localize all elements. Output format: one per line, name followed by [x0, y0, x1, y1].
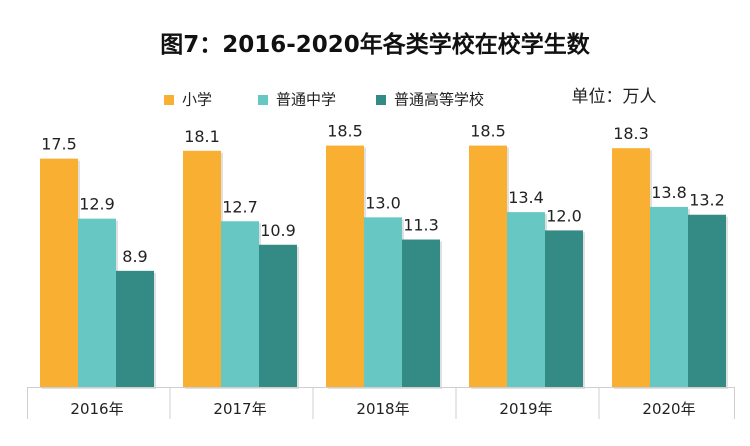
legend-label: 普通高等学校: [394, 91, 484, 109]
value-label: 18.1: [184, 127, 220, 146]
legend-label: 普通中学: [276, 91, 336, 109]
value-label: 13.2: [689, 191, 725, 210]
legend-label: 小学: [182, 91, 212, 109]
bar: [650, 206, 688, 387]
value-label: 13.0: [365, 193, 401, 212]
bar: [40, 158, 78, 387]
bar: [259, 244, 297, 387]
bar-group: 18.1 12.710.9: [183, 127, 299, 389]
legend-item: 普通高等学校: [376, 91, 484, 109]
x-tick-label: 2020年: [642, 400, 695, 418]
value-label: 17.5: [41, 135, 77, 154]
legend: 小学 普通中学 普通高等学校: [164, 91, 484, 109]
value-label: 11.3: [403, 216, 439, 235]
bar: [402, 239, 440, 387]
chart-title: 图7：2016-2020年各类学校在校学生数: [160, 31, 591, 58]
value-label: 18.3: [613, 124, 649, 143]
x-tick-label: 2017年: [213, 400, 266, 418]
bar: [469, 145, 507, 387]
legend-swatch: [164, 95, 174, 105]
legend-item: 普通中学: [258, 91, 336, 109]
value-label: 8.9: [122, 247, 147, 266]
bar: [221, 221, 259, 387]
value-label: 13.8: [651, 183, 687, 202]
bar-group: 18.3 13.8 13.2: [612, 124, 728, 389]
value-label: 12.7: [222, 197, 258, 216]
unit-label: 单位：万人: [572, 87, 657, 107]
value-label: 10.9: [260, 221, 296, 240]
x-tick-label: 2018年: [356, 400, 409, 418]
x-tick-label: 2016年: [70, 400, 123, 418]
legend-swatch: [258, 95, 268, 105]
bar: [507, 212, 545, 387]
bar: [326, 145, 364, 387]
bar: [545, 230, 583, 387]
bar: [183, 150, 221, 387]
bar: [612, 148, 650, 387]
x-tick-label: 2019年: [499, 400, 552, 418]
bar: [688, 214, 726, 387]
bar-group: 18.5 13.011.3: [326, 122, 442, 389]
legend-swatch: [376, 95, 386, 105]
bar-group: 17.5 12.9 8.9: [40, 135, 156, 389]
value-label: 18.5: [327, 122, 363, 141]
bar: [116, 270, 154, 387]
bar: [78, 218, 116, 387]
value-label: 12.9: [79, 195, 115, 214]
legend-item: 小学: [164, 91, 212, 109]
plot-area: 17.5 12.9 8.9 2016年 18.1 12.710.9 2017年 18.5 13.…: [27, 122, 735, 419]
bar: [364, 217, 402, 387]
value-label: 12.0: [546, 206, 582, 225]
value-label: 13.4: [508, 188, 544, 207]
value-label: 18.5: [470, 122, 506, 141]
bar-group: 18.5 13.412.0: [469, 122, 585, 389]
